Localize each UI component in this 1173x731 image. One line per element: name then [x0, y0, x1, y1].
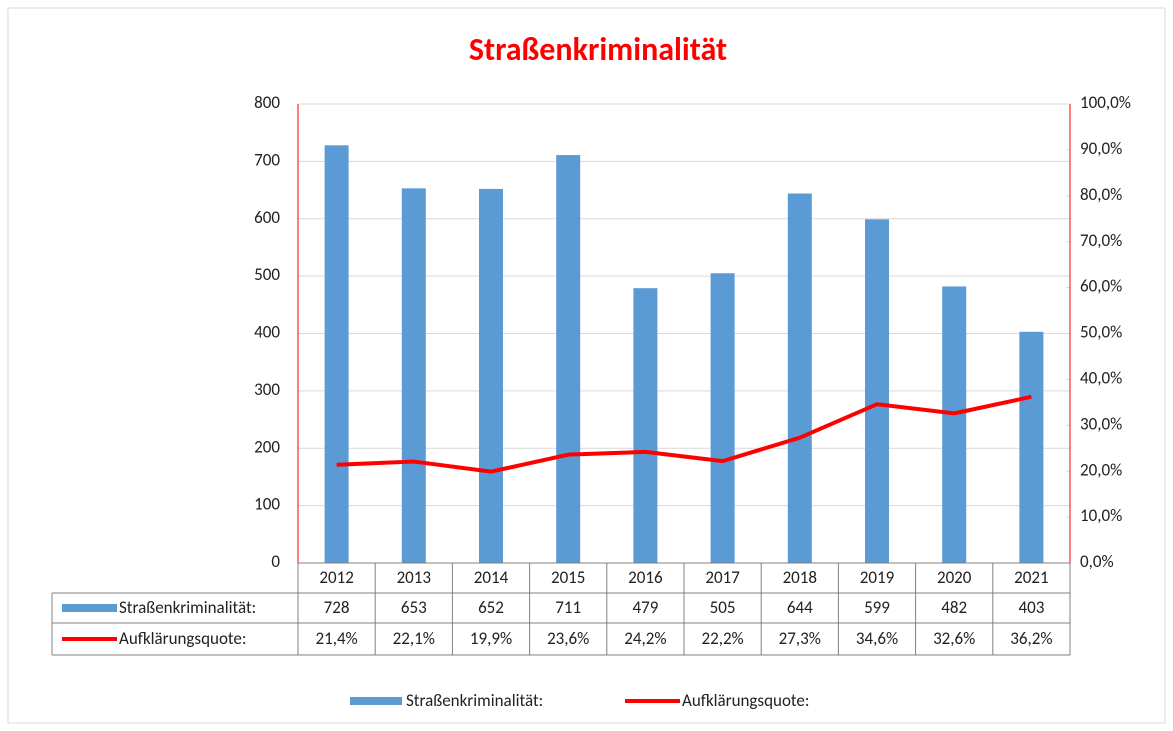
y-tick-label: 200 [254, 436, 280, 457]
y2-tick-label: 70,0% [1080, 230, 1122, 251]
table-value: 22,2% [701, 628, 743, 649]
chart-title: Straßenkriminalität [469, 30, 727, 69]
table-value: 21,4% [315, 628, 357, 649]
table-value: 653 [401, 597, 427, 618]
table-value: 19,9% [470, 628, 512, 649]
x-tick-label: 2013 [397, 567, 431, 588]
y-tick-label: 800 [254, 92, 280, 113]
y2-tick-label: 20,0% [1080, 459, 1122, 480]
table-value: 652 [478, 597, 504, 618]
bar [1019, 331, 1044, 563]
table-value: 644 [787, 597, 813, 618]
x-tick-label: 2012 [319, 567, 353, 588]
x-tick-label: 2016 [628, 567, 663, 588]
y-tick-label: 500 [254, 264, 280, 285]
x-tick-label: 2018 [783, 567, 817, 588]
bar [710, 273, 735, 563]
table-legend-key [62, 604, 117, 612]
table-value: 728 [324, 597, 350, 618]
bar [401, 188, 426, 563]
y-tick-label: 600 [254, 207, 280, 228]
table-value: 711 [555, 597, 581, 618]
table-value: 32,6% [933, 628, 975, 649]
y-tick-label: 300 [254, 379, 280, 400]
bar [479, 188, 503, 564]
y-tick-label: 400 [254, 322, 280, 343]
table-value: 36,2% [1010, 628, 1052, 649]
x-tick-label: 2014 [474, 567, 509, 588]
x-tick-label: 2015 [551, 567, 585, 588]
y2-tick-label: 30,0% [1080, 413, 1122, 434]
legend-label: Aufklärungsquote: [682, 690, 809, 711]
table-value: 403 [1018, 597, 1044, 618]
line [336, 394, 1032, 474]
x-tick-label: 2020 [937, 567, 972, 588]
bar [324, 145, 349, 563]
bar [865, 219, 889, 564]
bar [633, 288, 658, 563]
table-value: 24,2% [624, 628, 666, 649]
y2-tick-label: 50,0% [1080, 322, 1122, 343]
y2-tick-label: 90,0% [1080, 138, 1122, 159]
y-tick-label: 0 [271, 551, 280, 572]
y2-tick-label: 10,0% [1080, 505, 1122, 526]
legend-key [350, 697, 402, 705]
chart-frame [7, 7, 1166, 724]
y2-tick-label: 80,0% [1080, 184, 1122, 205]
y2-tick-label: 60,0% [1080, 276, 1122, 297]
legend-label: Straßenkriminalität: [406, 690, 543, 711]
x-tick-label: 2019 [860, 567, 895, 588]
table-value: 23,6% [547, 628, 589, 649]
bar [556, 155, 581, 563]
y-tick-label: 700 [254, 149, 280, 170]
x-tick-label: 2017 [705, 567, 740, 588]
y-tick-label: 100 [254, 494, 280, 515]
x-tick-label: 2021 [1014, 567, 1048, 588]
table-series-name: Aufklärungsquote: [119, 628, 246, 649]
table-value: 599 [864, 597, 890, 618]
table-series-name: Straßenkriminalität: [119, 597, 256, 618]
bar [787, 193, 812, 563]
table-value: 482 [941, 597, 967, 618]
y2-tick-label: 0,0% [1080, 551, 1114, 572]
table-value: 34,6% [856, 628, 898, 649]
table-value: 479 [632, 597, 658, 618]
table-value: 505 [710, 597, 736, 618]
table-value: 22,1% [393, 628, 435, 649]
table-value: 27,3% [779, 628, 821, 649]
bar [942, 286, 967, 563]
y2-tick-label: 100,0% [1080, 92, 1131, 113]
y2-tick-label: 40,0% [1080, 367, 1122, 388]
